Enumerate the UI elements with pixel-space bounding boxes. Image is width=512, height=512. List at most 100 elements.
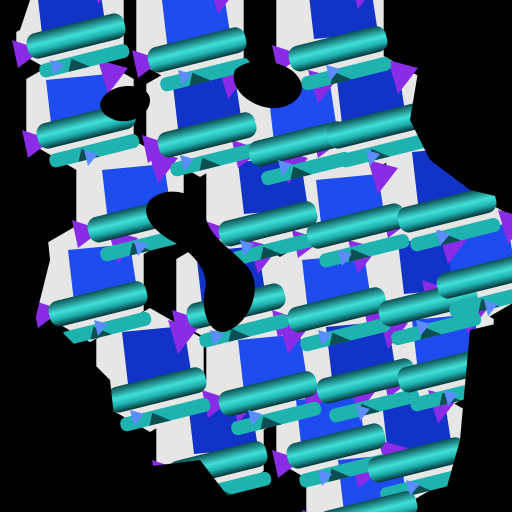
violet-shard — [72, 220, 102, 248]
teal-ribbon-band — [48, 281, 152, 346]
ribbon-notch — [189, 72, 211, 86]
ribbon-notch — [260, 416, 282, 430]
ribbon-strip — [286, 423, 386, 469]
ribbon-notch — [68, 58, 90, 72]
ribbon-notch — [149, 412, 171, 426]
blue-square-facet — [336, 66, 406, 124]
small-blue-triangle — [278, 160, 292, 176]
violet-shard — [142, 135, 172, 163]
ribbon-strip — [147, 27, 247, 73]
teal-ribbon-band — [26, 13, 130, 78]
ribbon-strip — [287, 287, 387, 333]
ribbon-strip — [288, 26, 388, 72]
violet-shard — [22, 130, 52, 158]
small-blue-triangle — [326, 65, 340, 81]
void-hole — [233, 61, 302, 109]
small-blue-triangle — [248, 410, 262, 426]
ribbon-notch — [330, 71, 352, 85]
small-blue-triangle — [240, 240, 254, 256]
violet-shard — [148, 150, 178, 184]
void-edge — [100, 460, 240, 512]
violet-shard — [96, 0, 102, 4]
ribbon-strip — [306, 203, 406, 249]
ribbon-strip — [329, 389, 420, 423]
ribbon-strip — [318, 491, 418, 512]
teal-ribbon-band — [248, 121, 352, 186]
violet-shard — [368, 160, 398, 194]
ribbon-strip — [301, 56, 392, 91]
small-blue-triangle — [94, 320, 108, 336]
ribbon-strip — [26, 13, 126, 59]
small-blue-triangle — [338, 250, 352, 266]
ribbon-strip — [157, 112, 257, 158]
teal-ribbon-band — [318, 491, 418, 512]
violet-shard — [272, 450, 302, 478]
small-blue-triangle — [180, 155, 194, 171]
ribbon-notch — [199, 157, 221, 171]
ribbon-strip — [49, 134, 140, 168]
small-blue-triangle — [366, 150, 380, 166]
ribbon-strip — [397, 187, 497, 233]
void-hole — [146, 191, 255, 332]
ribbon-strip — [410, 217, 501, 252]
small-blue-triangle — [178, 70, 192, 86]
small-blue-triangle — [356, 405, 370, 421]
ribbon-strip — [367, 437, 467, 483]
small-blue-triangle — [318, 330, 332, 346]
ribbon-notch — [290, 166, 312, 180]
ribbon-strip — [339, 134, 430, 168]
small-blue-triangle — [484, 300, 498, 316]
ribbon-notch — [228, 328, 250, 342]
void-edge — [0, 160, 50, 350]
violet-shard — [12, 40, 42, 68]
violet-shard — [202, 390, 232, 418]
small-blue-triangle — [318, 470, 332, 486]
violet-shard — [213, 0, 229, 14]
void-edge — [400, 0, 512, 200]
ribbon-strip — [231, 231, 322, 266]
ribbon-strip — [248, 121, 348, 167]
small-blue-triangle — [130, 410, 144, 426]
small-blue-triangle — [436, 230, 450, 246]
ribbon-strip — [39, 44, 130, 78]
small-blue-triangle — [134, 240, 148, 256]
void-edge — [0, 330, 120, 512]
ribbon-strip — [170, 142, 261, 177]
violet-shard — [498, 210, 512, 244]
ribbon-strip — [391, 311, 482, 346]
violet-shard — [132, 50, 162, 78]
ribbon-notch — [329, 332, 351, 346]
violet-shard — [388, 60, 418, 94]
blue-square-facet — [309, 0, 378, 39]
ribbon-strip — [199, 314, 290, 348]
ribbon-strip — [107, 367, 207, 413]
small-blue-triangle — [406, 480, 420, 496]
ribbon-strip — [48, 281, 148, 327]
void-hole — [100, 85, 150, 122]
ribbon-strip — [231, 401, 322, 436]
ribbon-notch — [90, 326, 112, 340]
violet-shard — [168, 320, 198, 354]
ribbon-strip — [316, 358, 416, 404]
teal-ribbon-band — [107, 367, 211, 432]
ribbon-strip — [218, 201, 318, 247]
ribbon-strip — [61, 311, 152, 346]
small-blue-triangle — [416, 320, 430, 336]
small-blue-triangle — [210, 330, 224, 346]
ribbon-strip — [218, 371, 318, 417]
ribbon-strip — [326, 103, 426, 149]
ribbon-strip — [449, 284, 512, 318]
small-blue-triangle — [50, 60, 64, 76]
violet-shard — [355, 0, 365, 9]
small-blue-triangle — [84, 150, 98, 166]
ribbon-strip — [261, 151, 352, 186]
ribbon-notch — [420, 326, 442, 340]
teal-ribbon-band — [288, 26, 392, 91]
teal-ribbon-band — [157, 112, 261, 177]
teal-ribbon-band — [218, 371, 322, 436]
violet-shard — [32, 300, 62, 328]
void-edge — [440, 320, 512, 512]
